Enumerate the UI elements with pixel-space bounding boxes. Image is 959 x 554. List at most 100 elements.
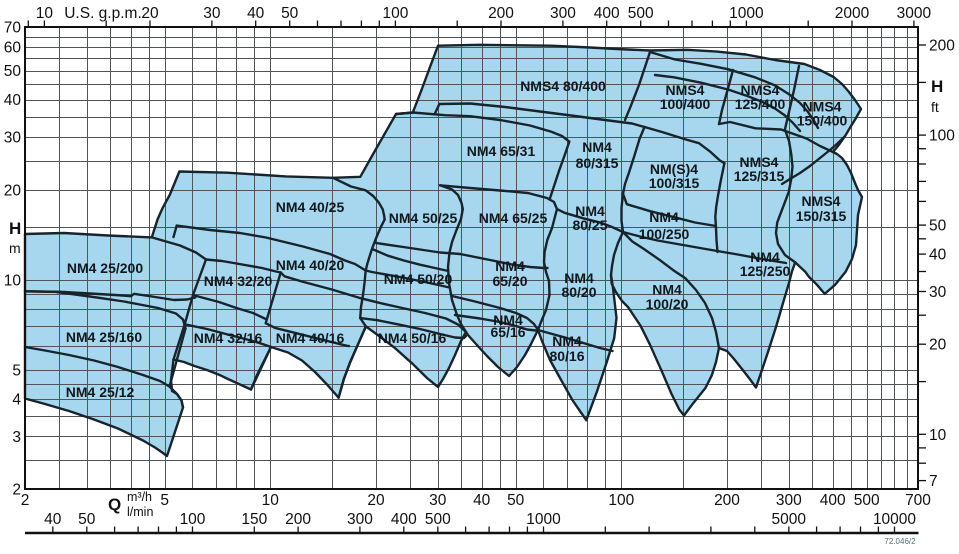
svg-text:40: 40	[44, 511, 62, 528]
svg-text:NM4 40/20: NM4 40/20	[276, 257, 345, 273]
svg-text:200: 200	[285, 511, 311, 528]
svg-text:NMS4: NMS4	[803, 99, 842, 115]
svg-text:80/315: 80/315	[576, 155, 619, 171]
svg-text:60: 60	[4, 40, 22, 57]
svg-text:NMS4: NMS4	[802, 193, 841, 209]
svg-text:400: 400	[594, 5, 620, 22]
svg-text:NM4 40/25: NM4 40/25	[276, 199, 345, 215]
svg-text:H: H	[931, 77, 943, 96]
svg-text:ft: ft	[931, 99, 939, 115]
svg-text:NM4: NM4	[495, 258, 525, 274]
svg-text:400: 400	[820, 492, 846, 509]
svg-text:80/25: 80/25	[572, 217, 607, 233]
svg-text:500: 500	[854, 492, 880, 509]
svg-text:50: 50	[507, 492, 525, 509]
svg-text:NM4: NM4	[493, 312, 523, 328]
svg-text:NM4: NM4	[564, 270, 594, 286]
svg-text:5: 5	[160, 492, 169, 509]
svg-text:4: 4	[12, 391, 21, 408]
svg-text:NM4 50/25: NM4 50/25	[389, 210, 458, 226]
svg-text:10: 10	[929, 427, 947, 444]
svg-text:80/16: 80/16	[549, 348, 584, 364]
svg-text:20: 20	[4, 182, 22, 199]
svg-text:30: 30	[429, 492, 447, 509]
svg-text:NM4: NM4	[750, 249, 780, 265]
svg-text:150/315: 150/315	[796, 208, 847, 224]
svg-text:150: 150	[241, 511, 267, 528]
svg-text:300: 300	[550, 5, 576, 22]
svg-text:125/315: 125/315	[734, 168, 785, 184]
svg-text:2: 2	[21, 492, 30, 509]
svg-text:200: 200	[714, 492, 740, 509]
svg-text:400: 400	[391, 511, 417, 528]
svg-text:50: 50	[281, 5, 299, 22]
svg-text:10: 10	[4, 272, 22, 289]
svg-text:40: 40	[247, 5, 265, 22]
svg-text:200: 200	[488, 5, 514, 22]
svg-text:100: 100	[608, 492, 634, 509]
svg-text:70: 70	[4, 20, 22, 37]
svg-text:2: 2	[12, 482, 21, 499]
svg-text:NM4: NM4	[652, 282, 682, 298]
svg-text:100/20: 100/20	[646, 296, 689, 312]
svg-text:NM4 25/12: NM4 25/12	[66, 384, 135, 400]
svg-text:40: 40	[4, 92, 22, 109]
svg-text:NM(S)4: NM(S)4	[650, 161, 698, 177]
svg-text:NMS4 80/400: NMS4 80/400	[520, 78, 606, 94]
svg-text:100: 100	[929, 128, 955, 145]
svg-text:NM4 65/25: NM4 65/25	[479, 210, 548, 226]
svg-text:200: 200	[929, 38, 955, 55]
svg-text:100: 100	[180, 511, 206, 528]
svg-text:80/20: 80/20	[561, 284, 596, 300]
svg-text:NM4: NM4	[649, 209, 679, 225]
svg-text:H: H	[9, 219, 21, 238]
svg-text:500: 500	[425, 511, 451, 528]
svg-text:10000: 10000	[873, 511, 916, 528]
svg-text:50: 50	[929, 218, 947, 235]
svg-text:NM4 25/160: NM4 25/160	[66, 329, 142, 345]
svg-text:30: 30	[4, 130, 22, 147]
svg-text:30: 30	[203, 5, 221, 22]
svg-text:10: 10	[262, 492, 280, 509]
svg-text:U.S. g.p.m.: U.S. g.p.m.	[64, 5, 142, 22]
svg-text:3: 3	[12, 429, 21, 446]
svg-text:65/16: 65/16	[490, 324, 525, 340]
svg-text:NM4 50/20: NM4 50/20	[384, 271, 453, 287]
svg-text:3000: 3000	[897, 5, 932, 22]
svg-text:125/400: 125/400	[735, 96, 786, 112]
svg-text:Q: Q	[108, 495, 121, 514]
svg-text:NMS4: NMS4	[741, 82, 780, 98]
svg-text:1000: 1000	[729, 5, 764, 22]
svg-text:125/250: 125/250	[740, 263, 791, 279]
svg-text:1000: 1000	[526, 511, 561, 528]
svg-text:50: 50	[4, 63, 22, 80]
svg-text:100/250: 100/250	[639, 226, 690, 242]
svg-text:NM4 32/16: NM4 32/16	[194, 330, 263, 346]
svg-text:72.046/2: 72.046/2	[884, 537, 916, 546]
svg-text:40: 40	[473, 492, 491, 509]
svg-text:NMS4: NMS4	[740, 154, 779, 170]
svg-text:100/315: 100/315	[649, 175, 700, 191]
svg-text:5000: 5000	[772, 511, 807, 528]
svg-text:m³/h: m³/h	[127, 490, 152, 504]
svg-text:NM4 50/16: NM4 50/16	[378, 330, 447, 346]
svg-text:2000: 2000	[835, 5, 870, 22]
svg-text:10: 10	[36, 5, 54, 22]
svg-text:50: 50	[78, 511, 96, 528]
svg-text:150/400: 150/400	[797, 113, 848, 129]
svg-text:m: m	[9, 240, 21, 256]
svg-text:40: 40	[929, 247, 947, 264]
svg-text:5: 5	[12, 362, 21, 379]
svg-text:NM4 40/16: NM4 40/16	[276, 330, 345, 346]
svg-text:NM4 32/20: NM4 32/20	[204, 273, 273, 289]
svg-text:65/20: 65/20	[492, 273, 527, 289]
svg-text:20: 20	[929, 337, 947, 354]
svg-text:l/min: l/min	[127, 505, 153, 519]
svg-text:NMS4: NMS4	[666, 82, 705, 98]
svg-text:100: 100	[382, 5, 408, 22]
svg-text:300: 300	[776, 492, 802, 509]
svg-text:7: 7	[929, 473, 938, 490]
svg-text:30: 30	[929, 284, 947, 301]
svg-text:NM4: NM4	[575, 203, 605, 219]
svg-text:NM4: NM4	[552, 333, 582, 349]
